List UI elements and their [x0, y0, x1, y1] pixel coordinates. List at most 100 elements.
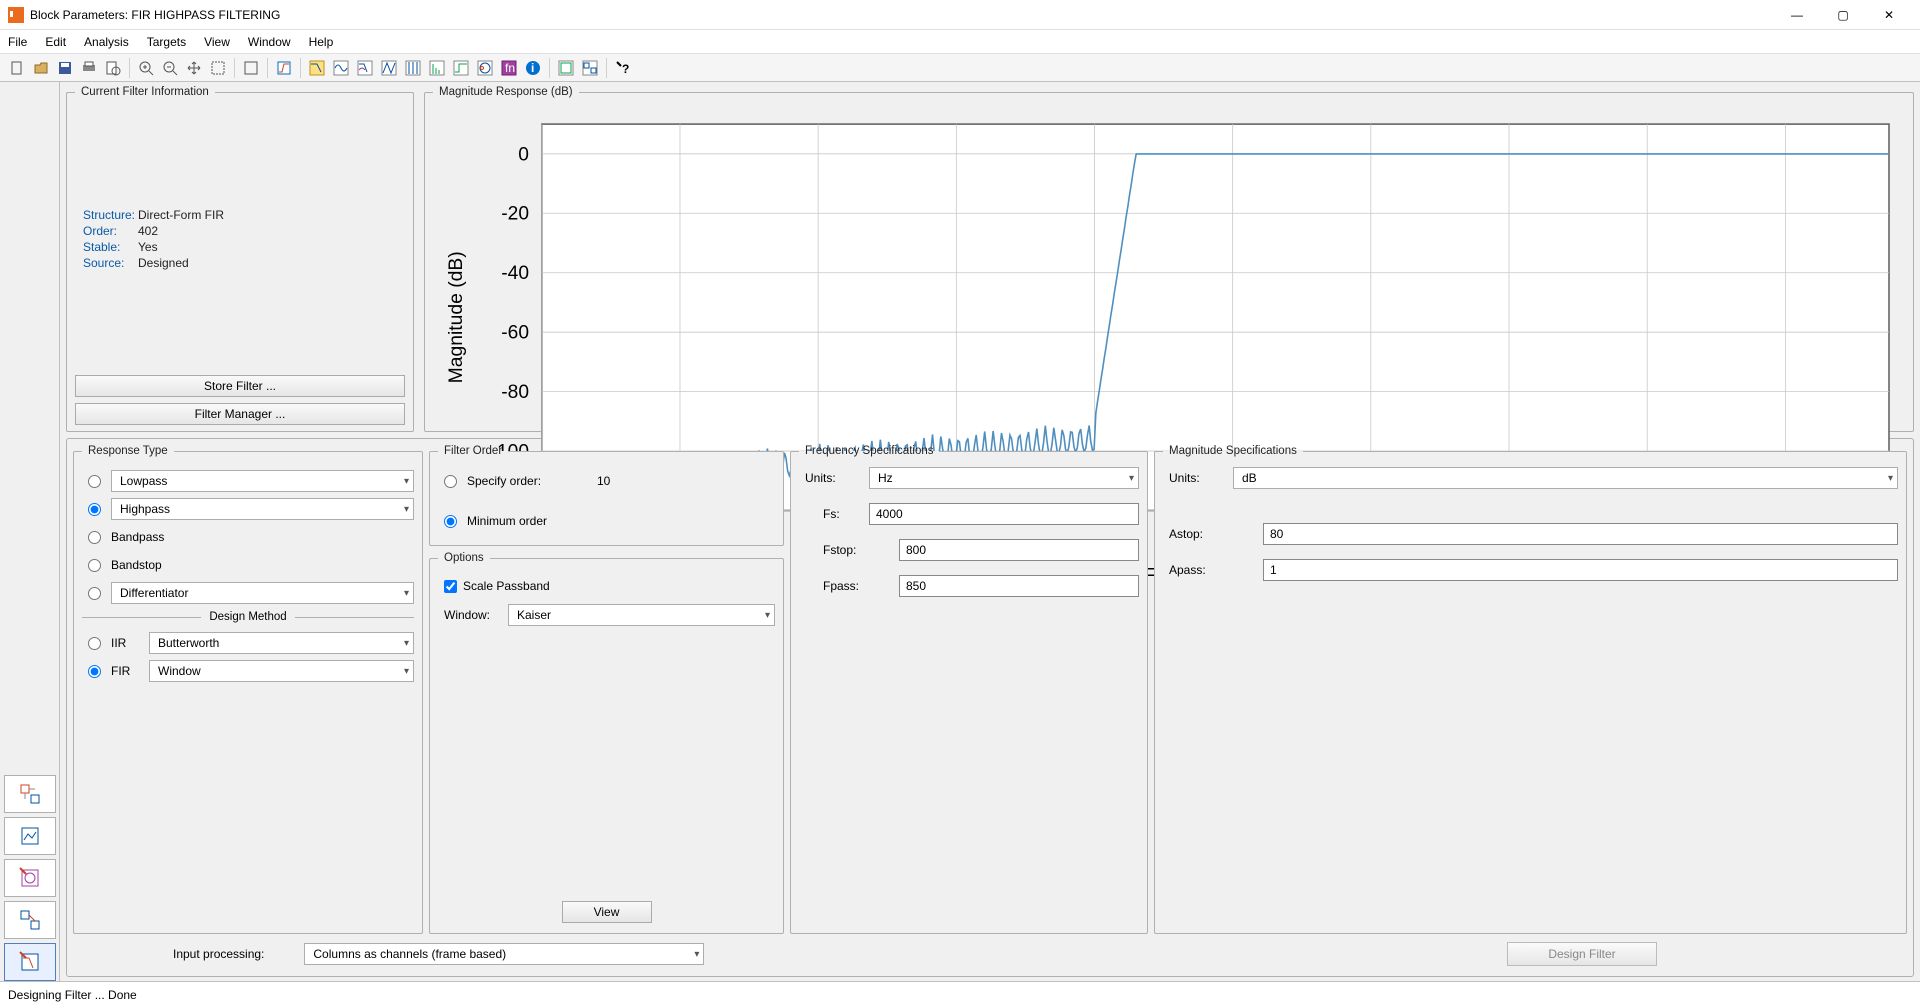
- fpass-input[interactable]: 850: [899, 575, 1139, 597]
- input-processing-label: Input processing:: [173, 947, 264, 961]
- status-text: Designing Filter ... Done: [8, 988, 137, 1002]
- freq-spec-panel: Frequency Specifications Units:Hz▾ Fs:40…: [790, 445, 1148, 934]
- svg-text:-80: -80: [501, 382, 529, 403]
- filter-order-panel: Filter Order Specify order:10 Minimum or…: [429, 445, 784, 546]
- svg-text:-40: -40: [501, 263, 529, 284]
- apass-input[interactable]: 1: [1263, 559, 1898, 581]
- filter-info-icon[interactable]: i: [522, 57, 544, 79]
- filter-specs-icon[interactable]: [273, 57, 295, 79]
- phase-resp-icon[interactable]: [330, 57, 352, 79]
- options-legend: Options: [438, 552, 490, 564]
- response-type-panel: Response Type Lowpass▾ Highpass▾ Bandpas…: [73, 445, 423, 934]
- current-filter-info-panel: Current Filter Information Structure:Dir…: [66, 86, 414, 432]
- stable-value: Yes: [138, 240, 158, 254]
- step-resp-icon[interactable]: [450, 57, 472, 79]
- scale-passband-label: Scale Passband: [463, 579, 550, 593]
- context-help-icon[interactable]: ?: [612, 57, 634, 79]
- svg-text:-20: -20: [501, 204, 529, 225]
- menu-edit[interactable]: Edit: [45, 35, 66, 49]
- specify-order-radio[interactable]: [444, 475, 457, 488]
- resp-legend: Response Type: [82, 445, 174, 457]
- menu-analysis[interactable]: Analysis: [84, 35, 129, 49]
- diff-combo[interactable]: Differentiator▾: [111, 582, 414, 604]
- magnitude-response-panel: Magnitude Response (dB) 00.20.40.60.811.…: [424, 86, 1914, 432]
- lefttab-5[interactable]: [4, 943, 56, 981]
- specify-order-label: Specify order:: [467, 474, 587, 488]
- mag-resp-icon[interactable]: [306, 57, 328, 79]
- lowpass-radio[interactable]: [88, 475, 101, 488]
- highpass-combo[interactable]: Highpass▾: [111, 498, 414, 520]
- store-filter-button[interactable]: Store Filter ...: [75, 375, 405, 397]
- fir-radio[interactable]: [88, 665, 101, 678]
- lowpass-combo[interactable]: Lowpass▾: [111, 470, 414, 492]
- new-icon[interactable]: [6, 57, 28, 79]
- zoom-fit-icon[interactable]: [207, 57, 229, 79]
- svg-text:fn: fn: [505, 61, 515, 75]
- design-filter-button[interactable]: Design Filter: [1507, 942, 1657, 966]
- view-button[interactable]: View: [562, 901, 652, 923]
- mag-spec-panel: Magnitude Specifications Units:dB▾ Astop…: [1154, 445, 1907, 934]
- astop-input[interactable]: 80: [1263, 523, 1898, 545]
- print-icon[interactable]: [78, 57, 100, 79]
- full-view-icon[interactable]: [240, 57, 262, 79]
- iir-label: IIR: [111, 636, 139, 650]
- mag-phase-icon[interactable]: [354, 57, 376, 79]
- bandpass-label: Bandpass: [111, 530, 164, 544]
- open-icon[interactable]: [30, 57, 52, 79]
- fir-combo[interactable]: Window▾: [149, 660, 414, 682]
- menu-view[interactable]: View: [204, 35, 230, 49]
- iir-radio[interactable]: [88, 637, 101, 650]
- pole-zero-icon[interactable]: [474, 57, 496, 79]
- filter-manager-button[interactable]: Filter Manager ...: [75, 403, 405, 425]
- print-preview-icon[interactable]: [102, 57, 124, 79]
- phase-delay-icon[interactable]: [402, 57, 424, 79]
- pan-icon[interactable]: [183, 57, 205, 79]
- order-legend: Filter Order: [438, 445, 508, 457]
- menu-file[interactable]: File: [8, 35, 27, 49]
- maximize-button[interactable]: ▢: [1820, 0, 1866, 30]
- structure-value: Direct-Form FIR: [138, 208, 224, 222]
- lefttab-2[interactable]: [4, 817, 56, 855]
- view1-icon[interactable]: [555, 57, 577, 79]
- menu-window[interactable]: Window: [248, 35, 291, 49]
- lefttab-4[interactable]: [4, 901, 56, 939]
- view2-icon[interactable]: [579, 57, 601, 79]
- cfi-legend: Current Filter Information: [75, 86, 215, 98]
- fpass-label: Fpass:: [799, 579, 869, 593]
- status-bar: Designing Filter ... Done: [0, 981, 1920, 1007]
- apass-label: Apass:: [1163, 563, 1233, 577]
- minimize-button[interactable]: —: [1774, 0, 1820, 30]
- save-icon[interactable]: [54, 57, 76, 79]
- astop-label: Astop:: [1163, 527, 1233, 541]
- filter-coeffs-icon[interactable]: fn: [498, 57, 520, 79]
- mag-units-label: Units:: [1163, 471, 1233, 485]
- freq-units-combo[interactable]: Hz▾: [869, 467, 1139, 489]
- lefttab-3[interactable]: [4, 859, 56, 897]
- lefttab-1[interactable]: [4, 775, 56, 813]
- menu-targets[interactable]: Targets: [147, 35, 186, 49]
- fstop-label: Fstop:: [799, 543, 869, 557]
- scale-passband-checkbox[interactable]: [444, 580, 457, 593]
- diff-radio[interactable]: [88, 587, 101, 600]
- bandpass-radio[interactable]: [88, 531, 101, 544]
- title-bar: Block Parameters: FIR HIGHPASS FILTERING…: [0, 0, 1920, 30]
- fs-input[interactable]: 4000: [869, 503, 1139, 525]
- highpass-radio[interactable]: [88, 503, 101, 516]
- chart-legend: Magnitude Response (dB): [433, 86, 579, 98]
- input-processing-combo[interactable]: Columns as channels (frame based)▾: [304, 943, 704, 965]
- iir-combo[interactable]: Butterworth▾: [149, 632, 414, 654]
- freq-legend: Frequency Specifications: [799, 445, 939, 457]
- fir-label: FIR: [111, 664, 139, 678]
- svg-text:0: 0: [518, 144, 529, 165]
- minimum-order-radio[interactable]: [444, 515, 457, 528]
- close-button[interactable]: ✕: [1866, 0, 1912, 30]
- zoom-in-icon[interactable]: [135, 57, 157, 79]
- impulse-resp-icon[interactable]: [426, 57, 448, 79]
- window-combo[interactable]: Kaiser▾: [508, 604, 775, 626]
- zoom-out-icon[interactable]: [159, 57, 181, 79]
- menu-help[interactable]: Help: [309, 35, 334, 49]
- mag-units-combo[interactable]: dB▾: [1233, 467, 1898, 489]
- bandstop-radio[interactable]: [88, 559, 101, 572]
- fstop-input[interactable]: 800: [899, 539, 1139, 561]
- group-delay-icon[interactable]: [378, 57, 400, 79]
